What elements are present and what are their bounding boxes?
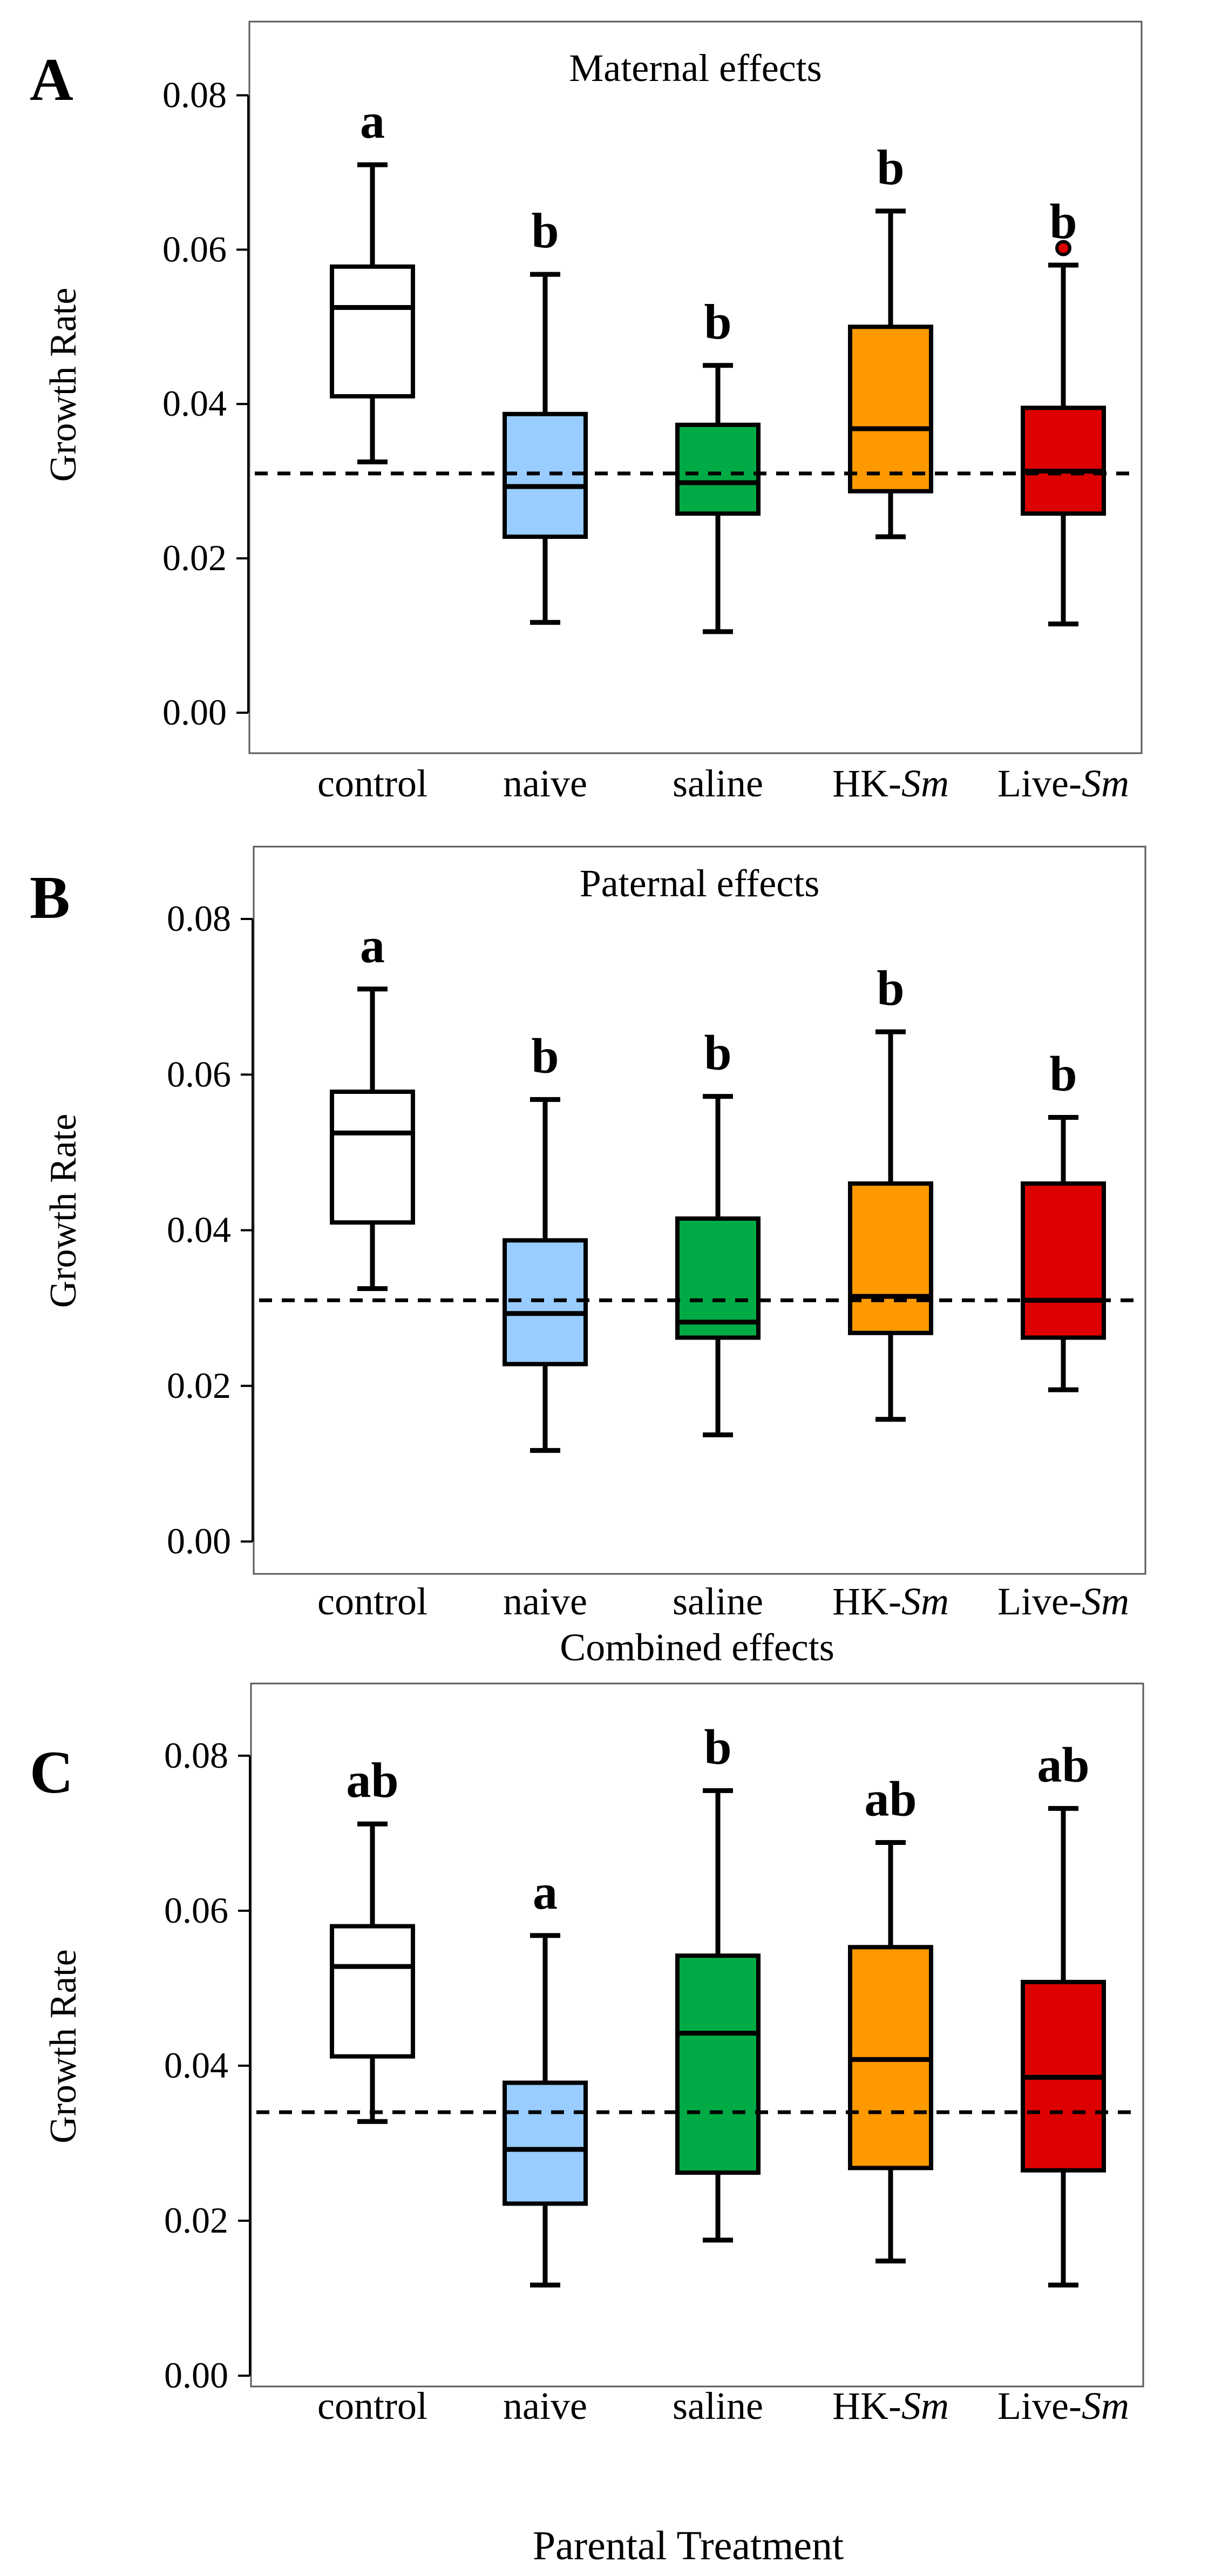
- x-category-label: saline: [673, 1580, 763, 1623]
- significance-label: ab: [346, 1753, 398, 1808]
- x-category-label: HK-Sm: [832, 1580, 949, 1623]
- x-category-label: Live-Sm: [997, 762, 1129, 805]
- y-tick-label: 0.06: [162, 228, 227, 269]
- y-axis-title: Growth Rate: [43, 288, 84, 482]
- panel-letter: C: [30, 1739, 73, 1806]
- panel-B: 0.08 0.06 0.04 0.02 0.00 Growth Rate Paternal …: [30, 846, 1146, 1623]
- y-tick-label: 0.00: [164, 2355, 228, 2396]
- y-tick-label: 0.06: [167, 1053, 231, 1094]
- x-category-label: control: [317, 2384, 427, 2428]
- box-saline: b: [675, 1719, 761, 2243]
- y-tick-label: 0.08: [167, 898, 231, 939]
- box-hksm: b: [848, 140, 933, 539]
- y-axis-title: Growth Rate: [43, 1949, 84, 2144]
- significance-label: b: [704, 1719, 731, 1774]
- x-category-label: Live-Sm: [997, 2384, 1129, 2428]
- box-naive: b: [503, 1028, 588, 1453]
- iqr-box: [675, 1953, 761, 2175]
- box-livesm: ab: [1021, 1737, 1106, 2288]
- panel-letter: B: [30, 864, 70, 931]
- panel-letter: A: [30, 46, 73, 113]
- significance-label: b: [531, 203, 559, 258]
- x-category-label: control: [317, 1580, 427, 1623]
- y-tick-label: 0.02: [162, 537, 227, 578]
- y-tick-label: 0.02: [164, 2200, 228, 2241]
- significance-label: ab: [864, 1772, 917, 1827]
- iqr-box: [848, 1181, 933, 1335]
- x-category-label: Live-Sm: [997, 1580, 1129, 1623]
- iqr-box: [503, 2080, 588, 2206]
- box-naive: b: [503, 203, 588, 625]
- iqr-box: [1021, 405, 1106, 516]
- significance-label: a: [533, 1864, 558, 1919]
- box-hksm: b: [848, 961, 933, 1422]
- significance-label: b: [704, 294, 731, 349]
- significance-label: a: [360, 93, 385, 148]
- significance-label: a: [360, 918, 385, 973]
- significance-label: b: [704, 1025, 731, 1080]
- x-category-label: naive: [503, 1580, 587, 1623]
- x-axis-title: Parental Treatment: [533, 2523, 844, 2568]
- panel-title: Combined effects: [560, 1626, 834, 1669]
- iqr-box: [330, 264, 415, 398]
- outlier-point: [1055, 240, 1071, 256]
- x-category-label: naive: [503, 762, 587, 805]
- significance-label: b: [877, 140, 904, 195]
- panel-title: Paternal effects: [580, 862, 819, 905]
- box-saline: b: [675, 294, 761, 634]
- y-tick-label: 0.00: [167, 1520, 231, 1561]
- y-tick-label: 0.00: [162, 692, 227, 733]
- iqr-box: [503, 411, 588, 539]
- box-control: a: [330, 93, 415, 464]
- box-hksm: ab: [848, 1772, 933, 2264]
- y-tick-label: 0.08: [164, 1735, 228, 1776]
- iqr-box: [1021, 1181, 1106, 1340]
- y-axis-title: Growth Rate: [43, 1114, 84, 1308]
- panel-C: 0.08 0.06 0.04 0.02 0.00 Growth Rate Combined …: [30, 1626, 1144, 2428]
- box-livesm: b: [1021, 194, 1106, 627]
- x-category-label: naive: [503, 2384, 587, 2428]
- iqr-box: [503, 1238, 588, 1367]
- iqr-box: [675, 1216, 761, 1340]
- y-tick-label: 0.02: [167, 1365, 231, 1406]
- y-tick-label: 0.04: [164, 2045, 228, 2086]
- box-control: ab: [330, 1753, 415, 2124]
- box-livesm: b: [1021, 1046, 1106, 1392]
- iqr-box: [330, 1924, 415, 2059]
- box-naive: a: [503, 1864, 588, 2288]
- panel-A: 0.08 0.06 0.04 0.02 0.00 Growth Rate Maternal …: [30, 21, 1143, 805]
- x-category-label: saline: [673, 2384, 763, 2428]
- significance-label: b: [531, 1028, 559, 1083]
- y-tick-label: 0.08: [162, 74, 227, 115]
- x-category-label: HK-Sm: [832, 762, 949, 805]
- y-tick-label: 0.04: [167, 1209, 231, 1250]
- box-control: a: [330, 918, 415, 1292]
- panel-title: Maternal effects: [569, 46, 822, 90]
- significance-label: ab: [1037, 1737, 1089, 1792]
- iqr-box: [330, 1090, 415, 1225]
- x-category-label: HK-Sm: [832, 2384, 949, 2428]
- significance-label: b: [877, 961, 904, 1016]
- x-category-label: saline: [673, 762, 763, 805]
- y-tick-label: 0.04: [162, 383, 227, 424]
- x-category-label: control: [317, 762, 427, 805]
- significance-label: b: [1049, 194, 1077, 249]
- y-tick-label: 0.06: [164, 1890, 228, 1931]
- box-saline: b: [675, 1025, 761, 1438]
- iqr-box: [848, 324, 933, 493]
- iqr-box: [675, 422, 761, 516]
- significance-label: b: [1049, 1046, 1077, 1101]
